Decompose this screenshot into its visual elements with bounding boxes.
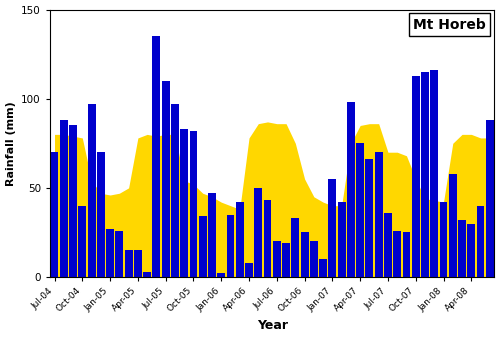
Bar (282, 243, 290, 277)
Bar (97, 152, 105, 277)
Bar (402, 233, 410, 277)
Bar (199, 216, 206, 277)
Bar (69, 125, 77, 277)
Bar (254, 188, 262, 277)
Bar (440, 202, 448, 277)
Bar (50, 152, 58, 277)
Bar (152, 36, 160, 277)
Bar (394, 231, 401, 277)
Bar (468, 223, 475, 277)
Bar (190, 131, 198, 277)
Bar (180, 129, 188, 277)
Bar (292, 218, 300, 277)
Bar (143, 272, 151, 277)
Bar (476, 206, 484, 277)
Bar (449, 174, 456, 277)
Bar (116, 231, 124, 277)
Bar (88, 104, 96, 277)
Bar (218, 273, 225, 277)
Bar (356, 143, 364, 277)
Bar (310, 241, 318, 277)
Bar (245, 263, 253, 277)
Bar (458, 220, 466, 277)
Bar (300, 233, 308, 277)
Bar (319, 259, 327, 277)
Bar (338, 202, 345, 277)
Bar (384, 213, 392, 277)
Bar (78, 206, 86, 277)
Bar (264, 200, 272, 277)
Bar (134, 250, 142, 277)
Y-axis label: Rainfall (mm): Rainfall (mm) (6, 101, 16, 186)
Bar (236, 202, 244, 277)
Text: Mt Horeb: Mt Horeb (413, 18, 486, 31)
Bar (162, 81, 170, 277)
Bar (60, 120, 68, 277)
Bar (106, 229, 114, 277)
Bar (208, 193, 216, 277)
X-axis label: Year: Year (256, 319, 288, 333)
Bar (374, 152, 382, 277)
Bar (421, 72, 429, 277)
Bar (328, 179, 336, 277)
Bar (273, 241, 280, 277)
Bar (486, 120, 494, 277)
Bar (347, 102, 355, 277)
Bar (226, 215, 234, 277)
Bar (366, 159, 374, 277)
Bar (412, 75, 420, 277)
Bar (430, 70, 438, 277)
Bar (171, 104, 179, 277)
Bar (124, 250, 132, 277)
